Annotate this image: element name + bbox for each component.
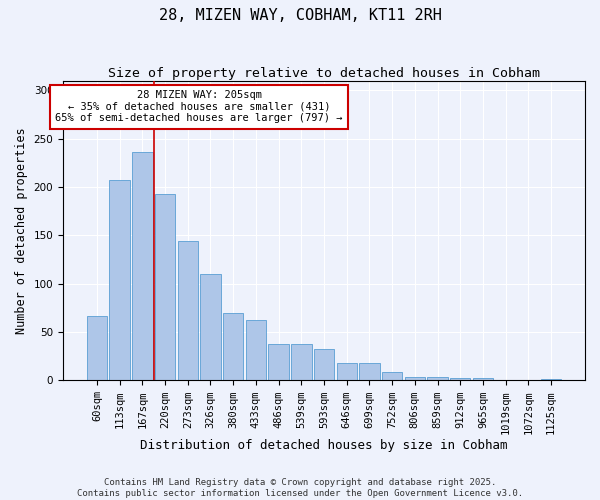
Bar — [450, 378, 470, 380]
Bar — [359, 363, 380, 380]
Bar — [473, 378, 493, 380]
Bar — [155, 194, 175, 380]
Bar — [109, 180, 130, 380]
Bar — [87, 316, 107, 380]
Bar — [245, 320, 266, 380]
Bar — [314, 348, 334, 380]
Bar — [404, 376, 425, 380]
Bar — [382, 372, 403, 380]
Bar — [337, 363, 357, 380]
X-axis label: Distribution of detached houses by size in Cobham: Distribution of detached houses by size … — [140, 440, 508, 452]
Text: 28, MIZEN WAY, COBHAM, KT11 2RH: 28, MIZEN WAY, COBHAM, KT11 2RH — [158, 8, 442, 22]
Bar — [200, 274, 221, 380]
Title: Size of property relative to detached houses in Cobham: Size of property relative to detached ho… — [108, 68, 540, 80]
Bar — [223, 312, 244, 380]
Bar — [132, 152, 152, 380]
Bar — [291, 344, 311, 380]
Text: Contains HM Land Registry data © Crown copyright and database right 2025.
Contai: Contains HM Land Registry data © Crown c… — [77, 478, 523, 498]
Bar — [178, 241, 198, 380]
Bar — [541, 378, 561, 380]
Bar — [268, 344, 289, 380]
Text: 28 MIZEN WAY: 205sqm
← 35% of detached houses are smaller (431)
65% of semi-deta: 28 MIZEN WAY: 205sqm ← 35% of detached h… — [55, 90, 343, 124]
Bar — [427, 376, 448, 380]
Y-axis label: Number of detached properties: Number of detached properties — [15, 127, 28, 334]
